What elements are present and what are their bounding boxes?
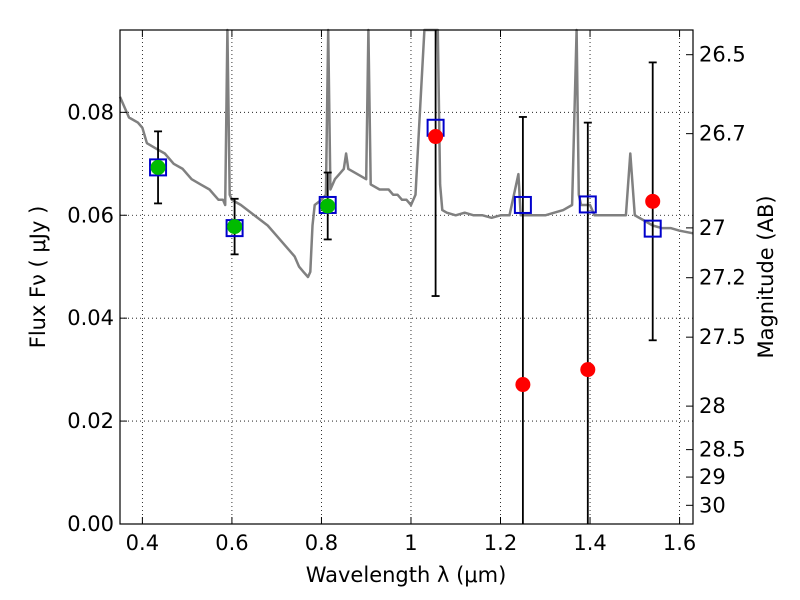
y-tick-label: 0.04 [67,306,114,330]
detection-point [320,198,336,214]
right-tick-label: 29 [699,465,726,489]
nondetection-point [645,193,661,209]
ticks: 0.4 0.6 0.8 1 1.2 1.4 1.6 0.00 0.02 0.04 0.06 0.08 2… [67,30,746,555]
x-tick-label: 0.6 [215,531,248,555]
y-tick-label: 0.00 [67,512,114,536]
plot-frame [119,29,694,525]
x-tick-label: 1.6 [663,531,696,555]
x-tick-label: 1.4 [573,531,606,555]
x-tick-label: 1.2 [484,531,517,555]
right-tick-label: 26.7 [699,122,746,146]
y-tick-label: 0.06 [67,203,114,227]
x-tick-label: 0.4 [126,531,159,555]
right-tick-label: 30 [699,493,726,517]
model-point [643,219,662,238]
right-tick-label: 28.5 [699,438,746,462]
model-point [149,158,168,177]
error-bars [154,30,657,524]
x-axis-label: Wavelength λ (μm) [306,563,507,587]
markers [149,118,662,393]
right-axis-label: Magnitude (AB) [754,195,778,358]
y-tick-label: 0.08 [67,100,114,124]
nondetection-point [428,129,444,145]
right-tick-label: 28 [699,394,726,418]
x-tick-label: 0.8 [305,531,338,555]
model-point [578,195,597,214]
right-tick-label: 27.2 [699,266,746,290]
model-sed [118,28,694,279]
nondetection-point [580,362,596,378]
detection-point [227,219,243,235]
nondetection-point [515,377,531,393]
y-tick-label: 0.02 [67,409,114,433]
right-tick-label: 27 [699,216,726,240]
model-sed-line [118,28,694,279]
x-tick-label: 1 [404,531,417,555]
right-tick-label: 26.5 [699,43,746,67]
right-tick-label: 27.5 [699,325,746,349]
model-point [513,195,532,214]
detection-point [150,159,166,175]
y-axis-label: Flux Fν ( μJy ) [26,206,50,349]
